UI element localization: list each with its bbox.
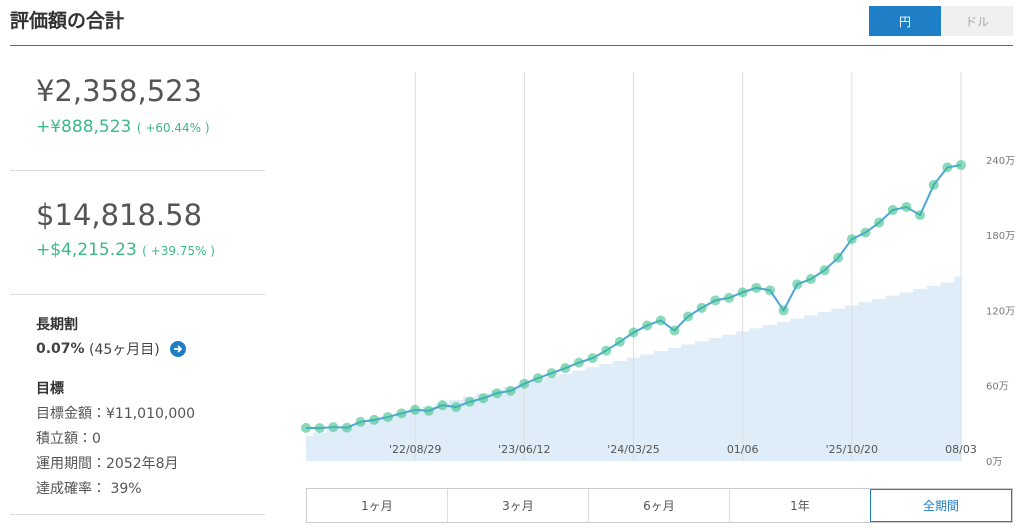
jpy-value: ¥2,358,523 bbox=[36, 74, 203, 108]
value-marker bbox=[437, 400, 448, 411]
x-tick-label: '23/06/12 bbox=[498, 443, 550, 456]
long-term-months: (45ヶ月目) bbox=[89, 342, 160, 358]
value-marker bbox=[573, 357, 584, 368]
usd-change-pct: ( +39.75% ) bbox=[142, 244, 215, 258]
long-term-title: 長期割 bbox=[36, 317, 78, 333]
period-selector: 1ヶ月 3ヶ月 6ヶ月 1年 全期間 bbox=[306, 488, 1013, 523]
value-marker bbox=[956, 160, 966, 171]
usd-value: $14,818.58 bbox=[36, 198, 203, 232]
chart: '22/08/29 '23/06/12 '24/03/25 01/06 '25/10/2… bbox=[301, 72, 1015, 468]
value-marker bbox=[655, 315, 666, 326]
value-marker bbox=[928, 179, 939, 190]
value-marker bbox=[396, 408, 407, 419]
value-marker bbox=[696, 302, 707, 313]
value-marker bbox=[614, 336, 625, 347]
value-marker bbox=[519, 378, 530, 389]
y-tick-label: 60万 bbox=[986, 382, 1009, 393]
value-marker bbox=[642, 320, 653, 331]
page-title: 評価額の合計 bbox=[10, 10, 125, 32]
y-tick-label: 180万 bbox=[986, 231, 1015, 242]
value-marker bbox=[901, 202, 912, 213]
value-marker bbox=[764, 285, 775, 296]
value-marker bbox=[382, 412, 393, 423]
value-marker bbox=[942, 162, 953, 173]
long-term-rate: 0.07% bbox=[36, 341, 85, 357]
value-marker bbox=[410, 404, 421, 415]
value-marker bbox=[328, 422, 339, 433]
value-marker bbox=[587, 353, 598, 364]
jpy-change: +¥888,523 ( +60.44% ) bbox=[36, 117, 210, 137]
value-marker bbox=[505, 385, 516, 396]
value-marker bbox=[601, 345, 612, 356]
x-tick-label: 08/03 bbox=[945, 443, 977, 456]
goal-item: 積立額：0 bbox=[36, 431, 101, 447]
value-marker bbox=[915, 210, 926, 221]
value-marker bbox=[669, 325, 680, 336]
x-tick-label: '25/10/20 bbox=[826, 443, 878, 456]
value-marker bbox=[737, 287, 748, 298]
value-marker bbox=[478, 393, 489, 404]
value-marker bbox=[874, 217, 885, 228]
divider bbox=[10, 294, 265, 295]
currency-button[interactable]: 円 bbox=[869, 6, 941, 36]
x-tick-label: '22/08/29 bbox=[389, 443, 441, 456]
value-marker bbox=[301, 422, 311, 433]
value-marker bbox=[546, 368, 557, 379]
value-marker bbox=[341, 422, 352, 433]
y-tick-label: 240万 bbox=[986, 156, 1015, 167]
value-marker bbox=[778, 305, 789, 316]
value-marker bbox=[833, 252, 844, 263]
jpy-change-amount: +¥888,523 bbox=[36, 117, 132, 137]
value-marker bbox=[423, 405, 434, 416]
value-marker bbox=[724, 292, 735, 303]
goal-item: 運用期間：2052年8月 bbox=[36, 456, 179, 472]
period-button[interactable]: 1年 bbox=[729, 489, 870, 522]
goal-title: 目標 bbox=[36, 381, 64, 397]
value-marker bbox=[683, 311, 694, 322]
value-marker bbox=[492, 388, 503, 399]
long-term-row: 0.07% (45ヶ月目) bbox=[36, 339, 186, 359]
value-marker bbox=[532, 373, 543, 384]
x-tick-label: '24/03/25 bbox=[607, 443, 659, 456]
y-tick-label: 120万 bbox=[986, 306, 1015, 317]
period-button[interactable]: 6ヶ月 bbox=[588, 489, 729, 522]
value-marker bbox=[464, 396, 475, 407]
jpy-change-pct: ( +60.44% ) bbox=[136, 121, 210, 135]
goal-item: 達成確率： 39% bbox=[36, 481, 142, 497]
period-button[interactable]: 全期間 bbox=[870, 489, 1012, 522]
header-rule bbox=[10, 45, 1013, 46]
value-marker bbox=[846, 234, 857, 245]
currency-toggle: 円ドル bbox=[869, 6, 1013, 36]
currency-button[interactable]: ドル bbox=[941, 6, 1013, 36]
x-tick-label: 01/06 bbox=[727, 443, 759, 456]
usd-change: +$4,215.23 ( +39.75% ) bbox=[36, 240, 215, 260]
value-marker bbox=[628, 327, 639, 338]
y-tick-label: 0万 bbox=[986, 457, 1002, 468]
value-marker bbox=[451, 402, 462, 413]
value-marker bbox=[314, 423, 325, 434]
value-marker bbox=[560, 363, 571, 374]
detail-arrow[interactable] bbox=[169, 341, 186, 357]
divider bbox=[10, 514, 265, 515]
value-marker bbox=[369, 414, 380, 425]
value-marker bbox=[355, 416, 366, 427]
period-button[interactable]: 3ヶ月 bbox=[447, 489, 588, 522]
value-marker bbox=[792, 279, 803, 290]
value-marker bbox=[710, 295, 721, 306]
value-marker bbox=[819, 265, 830, 276]
value-marker bbox=[751, 282, 762, 293]
usd-change-amount: +$4,215.23 bbox=[36, 240, 137, 260]
goal-item: 目標金額：¥11,010,000 bbox=[36, 406, 196, 422]
divider bbox=[10, 170, 265, 171]
value-marker bbox=[860, 227, 871, 238]
value-marker bbox=[887, 205, 898, 216]
value-marker bbox=[805, 274, 816, 285]
period-button[interactable]: 1ヶ月 bbox=[361, 499, 393, 513]
